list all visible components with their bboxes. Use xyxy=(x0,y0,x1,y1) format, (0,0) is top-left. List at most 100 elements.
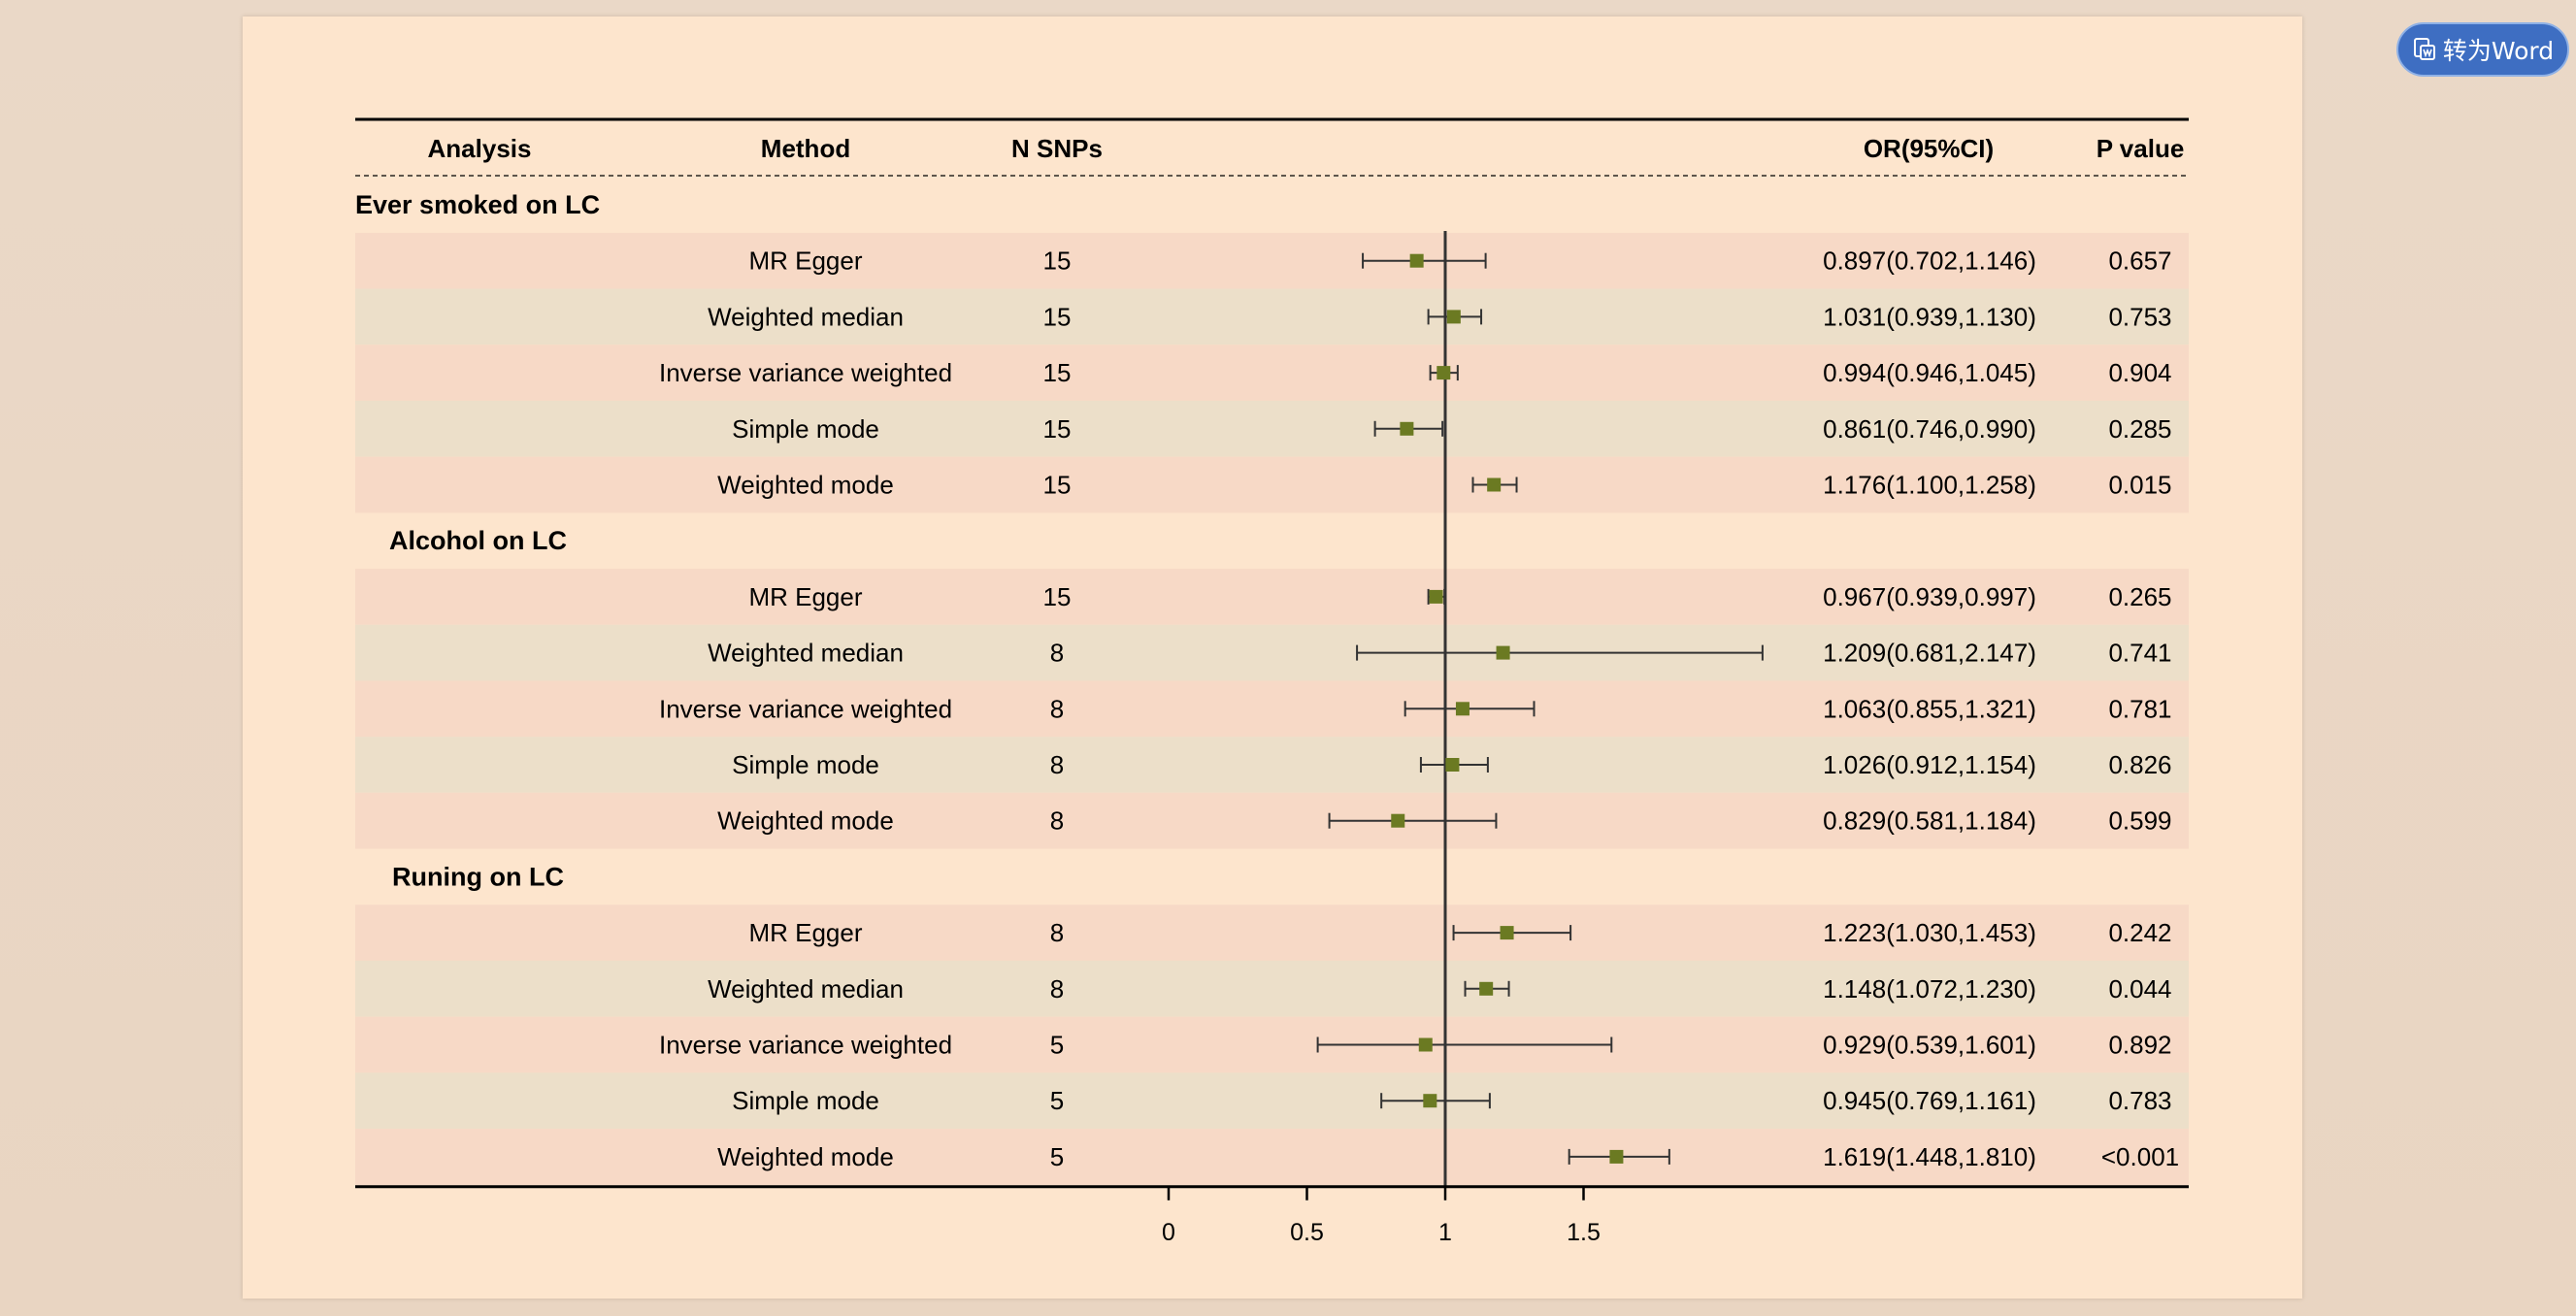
method-label: Weighted median xyxy=(708,974,904,1003)
p-value: 0.781 xyxy=(2108,694,2171,723)
row-background xyxy=(355,456,2189,513)
convert-to-word-button[interactable]: 转为Word xyxy=(2396,22,2569,77)
or-ci-value: 0.829(0.581,1.184) xyxy=(1823,806,2036,836)
header-pvalue: P value xyxy=(2097,134,2185,163)
row-background xyxy=(355,1129,2189,1185)
method-label: Weighted median xyxy=(708,302,904,331)
or-ci-value: 0.967(0.939,0.997) xyxy=(1823,582,2036,611)
row-background xyxy=(355,624,2189,681)
point-estimate-marker xyxy=(1391,813,1405,828)
method-label: Weighted mode xyxy=(717,1142,894,1171)
method-label: Inverse variance weighted xyxy=(659,694,952,723)
p-value: 0.285 xyxy=(2108,414,2171,444)
p-value: 0.044 xyxy=(2108,974,2171,1003)
nsnps-value: 8 xyxy=(1050,750,1064,779)
row-background xyxy=(355,905,2189,961)
header-or-ci: OR(95%CI) xyxy=(1864,134,1994,163)
convert-to-word-label: 转为Word xyxy=(2442,37,2555,65)
x-axis-tick-label: 1 xyxy=(1438,1219,1452,1246)
p-value: 0.783 xyxy=(2108,1086,2171,1115)
nsnps-value: 5 xyxy=(1050,1142,1064,1171)
p-value: 0.892 xyxy=(2108,1031,2171,1060)
nsnps-value: 8 xyxy=(1050,974,1064,1003)
row-background xyxy=(355,737,2189,793)
or-ci-value: 1.223(1.030,1.453) xyxy=(1823,918,2036,947)
or-ci-value: 1.031(0.939,1.130) xyxy=(1823,302,2036,331)
nsnps-value: 8 xyxy=(1050,806,1064,836)
point-estimate-marker xyxy=(1437,366,1451,380)
group-label: Runing on LC xyxy=(392,862,564,891)
method-label: Simple mode xyxy=(732,414,879,444)
point-estimate-marker xyxy=(1400,421,1414,436)
p-value: 0.015 xyxy=(2108,471,2171,500)
point-estimate-marker xyxy=(1609,1149,1624,1164)
row-background xyxy=(355,1072,2189,1130)
point-estimate-marker xyxy=(1409,253,1424,268)
method-label: Weighted mode xyxy=(717,806,894,836)
row-background xyxy=(355,288,2189,345)
point-estimate-marker xyxy=(1496,645,1510,660)
x-axis-tick-label: 1.5 xyxy=(1567,1219,1601,1246)
row-background xyxy=(355,960,2189,1017)
nsnps-value: 8 xyxy=(1050,918,1064,947)
p-value: 0.904 xyxy=(2108,358,2171,387)
method-label: Simple mode xyxy=(732,750,879,779)
or-ci-value: 1.176(1.100,1.258) xyxy=(1823,471,2036,500)
or-ci-value: 0.897(0.702,1.146) xyxy=(1823,247,2036,276)
p-value: <0.001 xyxy=(2101,1142,2179,1171)
header-analysis: Analysis xyxy=(428,134,532,163)
row-background xyxy=(355,232,2189,289)
nsnps-value: 15 xyxy=(1043,247,1072,276)
or-ci-value: 1.619(1.448,1.810) xyxy=(1823,1142,2036,1171)
point-estimate-marker xyxy=(1429,589,1443,604)
nsnps-value: 15 xyxy=(1043,358,1072,387)
group-label: Alcohol on LC xyxy=(389,526,567,555)
p-value: 0.741 xyxy=(2108,639,2171,668)
row-background xyxy=(355,569,2189,625)
method-label: Inverse variance weighted xyxy=(659,358,952,387)
point-estimate-marker xyxy=(1446,310,1461,324)
nsnps-value: 15 xyxy=(1043,471,1072,500)
nsnps-value: 8 xyxy=(1050,639,1064,668)
nsnps-value: 15 xyxy=(1043,302,1072,331)
x-axis-tick-label: 0 xyxy=(1162,1219,1175,1246)
or-ci-value: 0.929(0.539,1.601) xyxy=(1823,1031,2036,1060)
or-ci-value: 1.063(0.855,1.321) xyxy=(1823,694,2036,723)
point-estimate-marker xyxy=(1445,758,1460,772)
nsnps-value: 5 xyxy=(1050,1086,1064,1115)
x-axis-tick-label: 0.5 xyxy=(1290,1219,1324,1246)
method-label: MR Egger xyxy=(748,918,862,947)
method-label: Simple mode xyxy=(732,1086,879,1115)
nsnps-value: 15 xyxy=(1043,582,1072,611)
p-value: 0.826 xyxy=(2108,750,2171,779)
nsnps-value: 5 xyxy=(1050,1031,1064,1060)
p-value: 0.242 xyxy=(2108,918,2171,947)
p-value: 0.265 xyxy=(2108,582,2171,611)
method-label: MR Egger xyxy=(748,582,862,611)
row-background xyxy=(355,345,2189,401)
point-estimate-marker xyxy=(1500,926,1514,940)
document-convert-icon xyxy=(2412,37,2437,62)
method-label: MR Egger xyxy=(748,247,862,276)
row-background xyxy=(355,400,2189,457)
or-ci-value: 0.994(0.946,1.045) xyxy=(1823,358,2036,387)
or-ci-value: 1.026(0.912,1.154) xyxy=(1823,750,2036,779)
row-background xyxy=(355,680,2189,738)
group-label: Ever smoked on LC xyxy=(355,190,600,219)
row-background xyxy=(355,792,2189,849)
or-ci-value: 0.861(0.746,0.990) xyxy=(1823,414,2036,444)
p-value: 0.753 xyxy=(2108,302,2171,331)
header-nsnps: N SNPs xyxy=(1011,134,1103,163)
or-ci-value: 0.945(0.769,1.161) xyxy=(1823,1086,2036,1115)
nsnps-value: 8 xyxy=(1050,694,1064,723)
point-estimate-marker xyxy=(1455,702,1470,716)
method-label: Weighted median xyxy=(708,639,904,668)
row-background xyxy=(355,1016,2189,1073)
method-label: Inverse variance weighted xyxy=(659,1031,952,1060)
p-value: 0.599 xyxy=(2108,806,2171,836)
method-label: Weighted mode xyxy=(717,471,894,500)
point-estimate-marker xyxy=(1418,1037,1433,1052)
p-value: 0.657 xyxy=(2108,247,2171,276)
point-estimate-marker xyxy=(1479,981,1494,996)
